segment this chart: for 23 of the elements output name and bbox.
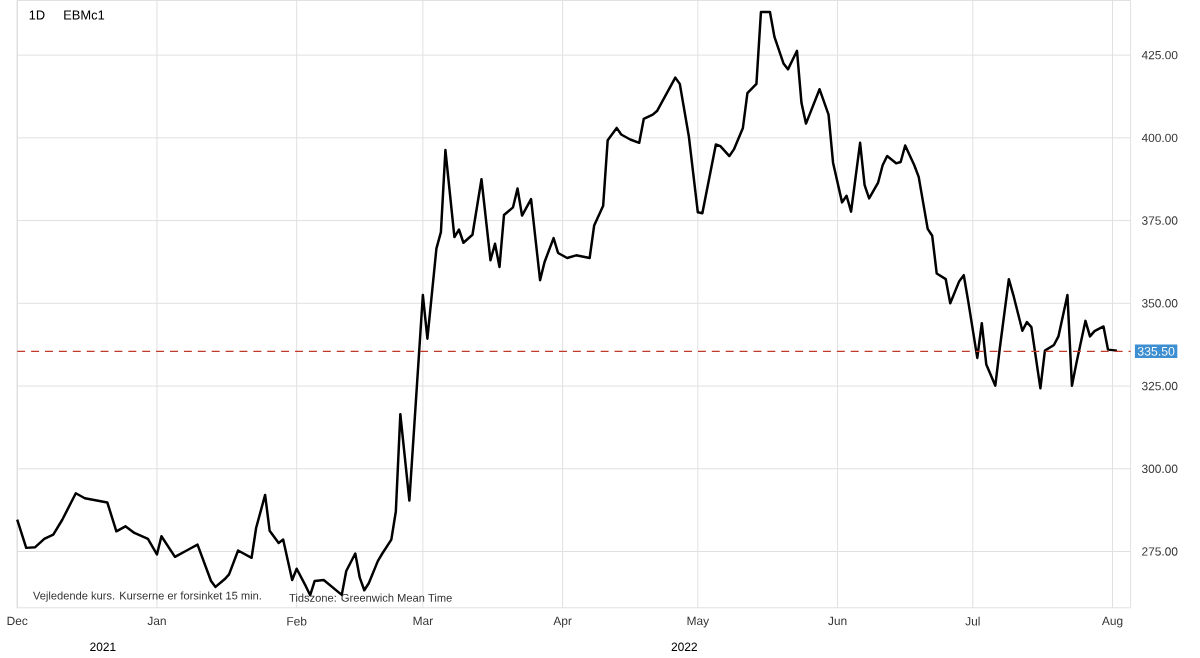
y-tick-label: 400.00 <box>1141 133 1178 143</box>
text: EBMc1 <box>64 10 105 20</box>
annotation: Tidszone: Greenwich Mean Time <box>289 593 452 602</box>
x-tick-label: Dec <box>7 616 28 626</box>
x-tick-label: Jun <box>828 616 847 626</box>
y-tick-label: 375.00 <box>1141 216 1178 225</box>
y-tick-label: 425.00 <box>1141 51 1178 60</box>
x-tick-label: Apr <box>553 616 572 628</box>
x-tick-label: Jul <box>965 616 980 626</box>
text: 1D <box>29 10 45 20</box>
y-tick-label: 350.00 <box>1141 299 1178 308</box>
x-tick-label: Aug <box>1101 616 1123 628</box>
text: 2021 <box>90 642 116 652</box>
y-tick-label: 275.00 <box>1142 547 1178 556</box>
x-tick-label: Feb <box>287 616 307 626</box>
y-tick-label: 300.00 <box>1141 464 1178 474</box>
text: 2022 <box>671 642 697 652</box>
x-tick-label: Mar <box>413 616 433 626</box>
x-tick-label: May <box>687 616 710 628</box>
y-tick-label: 325.00 <box>1141 382 1178 391</box>
x-tick-label: Jan <box>147 616 166 626</box>
ref-line-label: 335.50 <box>1137 347 1175 356</box>
annotation: Vejledende kurs. Kurserne er forsinket 15 min. <box>33 591 261 602</box>
